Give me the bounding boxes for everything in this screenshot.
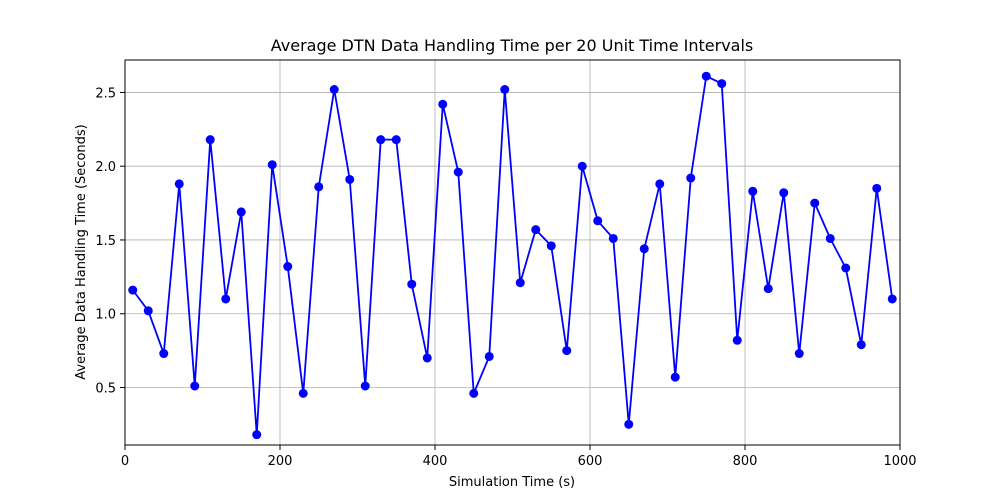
data-point [376,135,386,145]
data-point [128,285,138,295]
data-point [469,388,479,398]
x-tick-label: 600 [578,454,603,469]
data-point [608,233,618,243]
x-axis-title: Simulation Time (s) [449,475,575,490]
data-point [252,430,262,440]
x-tick-label: 800 [733,454,758,469]
y-tick-label: 2.0 [95,160,116,175]
data-point [887,294,897,304]
data-point [360,381,370,391]
data-point [283,262,293,272]
data-point [562,346,572,356]
data-point [531,225,541,235]
data-point [438,99,448,109]
x-axis: 0 200 400 600 800 1000 [121,445,917,469]
data-point [422,353,432,363]
data-point [779,188,789,198]
y-axis-title: Average Data Handling Time (Seconds) [74,124,89,379]
data-point [717,79,727,89]
data-point [670,372,680,382]
data-point [190,381,200,391]
data-point [732,335,742,345]
data-point [453,167,463,177]
data-point [345,174,355,184]
data-point [686,173,696,183]
data-point [856,340,866,350]
data-point [639,244,649,254]
data-point [841,263,851,273]
data-point [810,198,820,208]
data-point [655,179,665,189]
data-point [205,135,215,145]
data-point [298,388,308,398]
data-point [391,135,401,145]
series-group [128,71,897,440]
data-point [763,284,773,294]
data-point [329,85,339,95]
chart-title: Average DTN Data Handling Time per 20 Un… [271,36,754,55]
data-point [624,419,634,429]
data-point [143,306,153,316]
data-point [159,349,169,359]
data-point [500,85,510,95]
data-point [515,278,525,288]
data-point [748,186,758,196]
data-point [593,216,603,226]
data-point [825,233,835,243]
data-point [174,179,184,189]
data-point [794,349,804,359]
y-tick-label: 2.5 [95,86,116,101]
data-point [484,351,494,361]
data-point [267,160,277,170]
y-axis: 0.5 1.0 1.5 2.0 2.5 [95,86,125,396]
data-point [546,241,556,251]
y-tick-label: 1.0 [95,308,116,323]
data-point [314,182,324,192]
x-tick-label: 1000 [883,454,916,469]
y-tick-label: 1.5 [95,234,116,249]
x-tick-label: 400 [423,454,448,469]
x-tick-label: 0 [121,454,129,469]
data-point [577,161,587,171]
data-point [701,71,711,81]
data-point [872,183,882,193]
x-tick-label: 200 [268,454,293,469]
y-tick-label: 0.5 [95,381,116,396]
plot-frame [124,59,901,446]
gridlines [124,60,901,445]
series-line [132,75,894,436]
data-point [407,279,417,289]
data-point [236,207,246,217]
data-point [221,294,231,304]
